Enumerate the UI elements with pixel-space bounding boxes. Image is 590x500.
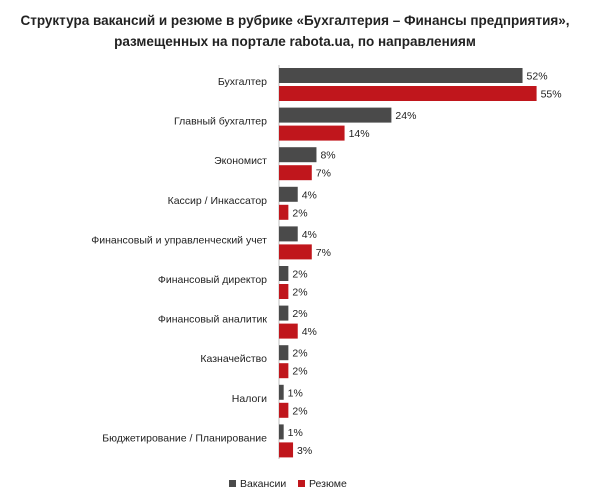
bar-vacancies [279,186,298,202]
bars [279,68,537,458]
category-labels: Бухгалтер Главный бухгалтер Экономист Касси… [91,76,267,444]
category-label: Финансовый и управленческий учет [91,234,267,246]
value-label-vacancies: 4% [302,189,317,201]
bar-vacancies [279,147,317,163]
value-label-vacancies: 2% [292,308,307,320]
chart-title-line-1: Структура вакансий и резюме в рубрике «Б… [20,13,569,28]
value-label-resumes: 3% [297,445,312,457]
value-label-resumes: 7% [316,168,331,180]
bar-resumes [279,402,289,418]
category-label: Финансовый директор [158,274,267,286]
legend: Вакансии Резюме [229,478,347,490]
bar-resumes [279,363,289,379]
legend-label-resumes: Резюме [309,478,347,490]
value-label-vacancies: 2% [292,348,307,360]
category-label: Главный бухгалтер [174,116,267,128]
bar-resumes [279,86,537,101]
chart-title-line-2: размещенных на портале rabota.ua, по нап… [114,34,476,49]
category-label: Финансовый аналитик [158,314,268,326]
bar-vacancies [279,424,284,440]
category-label: Бухгалтер [218,76,267,88]
value-label-vacancies: 4% [302,229,317,241]
value-label-resumes: 14% [349,128,370,140]
bar-vacancies [279,384,284,400]
value-label-resumes: 7% [316,247,331,259]
bar-resumes [279,204,289,220]
bar-resumes [279,125,345,141]
bar-vacancies [279,226,298,242]
bar-vacancies [279,68,523,83]
value-label-vacancies: 1% [288,387,303,399]
bar-resumes [279,284,289,299]
bar-vacancies [279,107,392,123]
category-label: Экономист [214,155,267,167]
bar-resumes [279,165,312,181]
bar-resumes [279,323,298,339]
value-labels: 52% 55% 24% 14% 8% 7% 4% 2% 4% 7% 2% 2% 2% 4% 2% 2% 1% 2%… [288,71,562,457]
value-label-vacancies: 24% [395,110,416,122]
bar-resumes [279,442,294,458]
value-label-resumes: 2% [292,405,307,417]
value-label-vacancies: 52% [527,71,548,83]
category-label: Казначейство [200,353,267,365]
value-label-vacancies: 2% [292,269,307,281]
value-label-resumes: 2% [292,207,307,219]
legend-swatch-resumes [298,480,305,487]
bar-resumes [279,244,312,260]
value-label-resumes: 2% [292,287,307,299]
value-label-vacancies: 1% [288,427,303,439]
bar-vacancies [279,266,289,281]
value-label-resumes: 55% [541,89,562,101]
bar-vacancies [279,345,289,361]
chart-title: Структура вакансий и резюме в рубрике «Б… [20,13,569,49]
value-label-vacancies: 8% [320,150,335,162]
bar-vacancies [279,305,289,321]
legend-swatch-vacancies [229,480,236,487]
category-label: Налоги [232,393,267,405]
legend-label-vacancies: Вакансии [240,478,286,490]
category-label: Кассир / Инкассатор [168,195,268,207]
category-label: Бюджетирование / Планирование [102,432,267,444]
value-label-resumes: 4% [302,326,317,338]
value-label-resumes: 2% [292,366,307,378]
